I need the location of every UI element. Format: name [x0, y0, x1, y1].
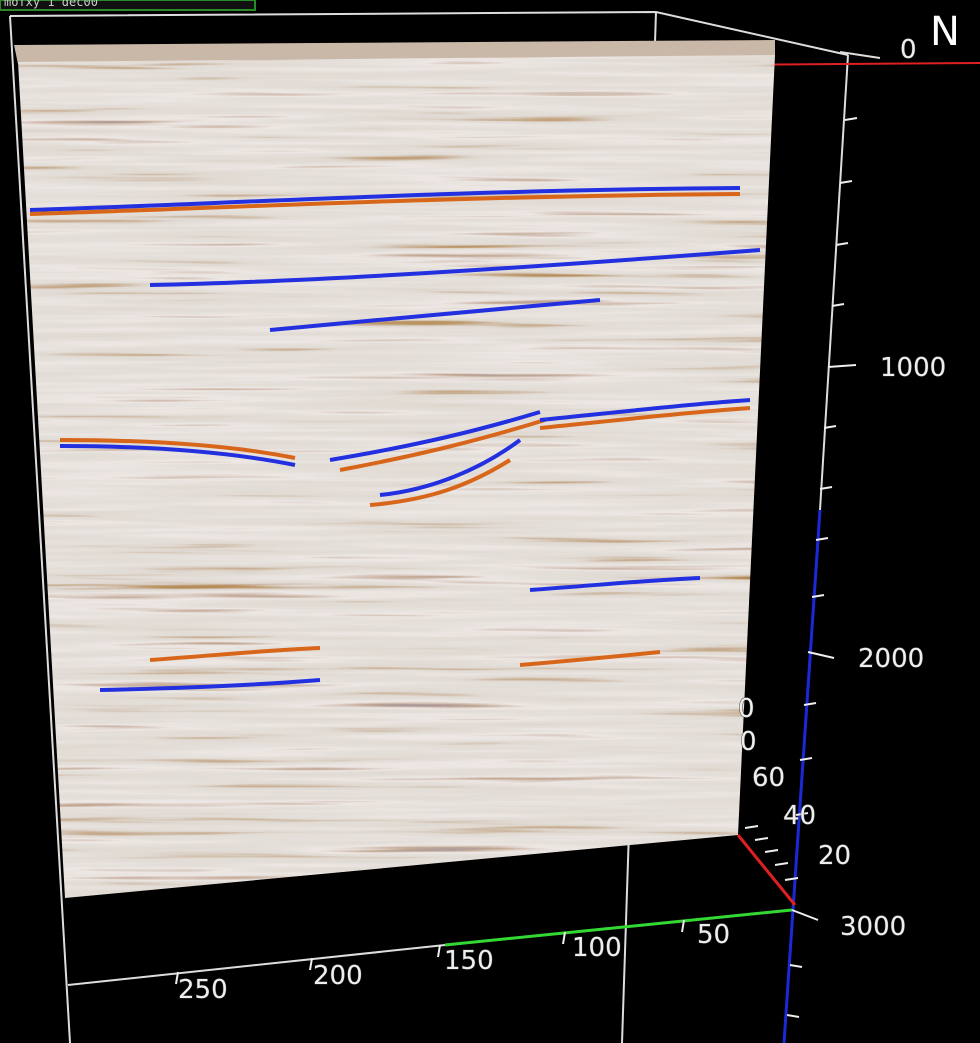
depth-tick-label: 3000: [840, 912, 906, 942]
inline-tick-label: 250: [178, 975, 228, 1005]
crossline-tick-label: 0: [740, 727, 757, 757]
inline-tick-label: 100: [572, 933, 622, 963]
crossline-tick-label: 20: [818, 841, 851, 871]
depth-tick-label: 0: [900, 35, 917, 65]
frame: [9, 15, 71, 1043]
axis-line: [444, 908, 793, 947]
seismic-section: [18, 55, 775, 898]
depth-tick-label: 2000: [858, 644, 924, 674]
crossline-tick-label: 0: [738, 694, 755, 724]
crossline-tick-label: 40: [783, 801, 816, 831]
compass-label: N: [930, 9, 960, 55]
info-text: mofxy 1 dec00: [4, 0, 98, 9]
inline-tick-label: 200: [313, 961, 363, 991]
axis-line: [819, 54, 849, 511]
inline-tick-label: 150: [444, 946, 494, 976]
axis-line: [67, 944, 446, 986]
info-box: [0, 0, 256, 11]
axis-line: [782, 509, 822, 1043]
frame: [839, 51, 881, 59]
crossline-tick-label: 60: [752, 763, 785, 793]
depth-tick-label: 1000: [880, 353, 946, 383]
axis-line: [736, 834, 797, 906]
inline-tick-label: 50: [697, 920, 730, 950]
tick-marks: [175, 117, 858, 1018]
